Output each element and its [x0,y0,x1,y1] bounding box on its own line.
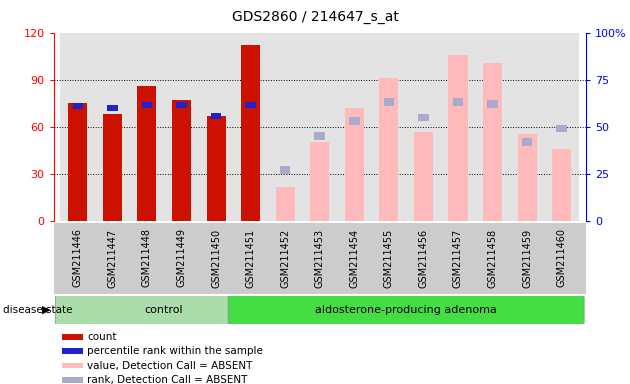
Text: GDS2860 / 214647_s_at: GDS2860 / 214647_s_at [232,10,398,23]
Bar [337,223,372,294]
Bar [245,102,256,108]
Bar [379,78,398,221]
Bar [544,33,579,221]
Text: GSM211451: GSM211451 [246,228,256,288]
Text: GSM211460: GSM211460 [557,228,567,287]
Bar [233,33,268,221]
Bar [198,223,233,294]
Bar [449,55,467,221]
Bar [510,33,544,221]
FancyBboxPatch shape [55,294,273,326]
Bar [314,132,325,140]
Text: value, Detection Call = ABSENT: value, Detection Call = ABSENT [88,361,253,371]
Bar [72,103,83,109]
Bar [372,33,406,221]
Text: GSM211449: GSM211449 [176,228,186,287]
Text: percentile rank within the sample: percentile rank within the sample [88,346,263,356]
Bar [62,362,84,369]
Bar [483,63,502,221]
Bar [198,33,233,221]
Text: control: control [145,305,183,315]
Bar [475,33,510,221]
Bar [62,377,84,383]
Bar [349,117,360,125]
Text: ▶: ▶ [42,305,50,315]
Bar [62,334,84,340]
Bar [276,187,295,221]
Bar [441,223,475,294]
Text: GSM211454: GSM211454 [349,228,359,288]
Text: GSM211447: GSM211447 [107,228,117,288]
Bar [337,33,372,221]
Text: GSM211446: GSM211446 [72,228,83,287]
Text: GSM211455: GSM211455 [384,228,394,288]
Bar [60,223,95,294]
Bar [241,45,260,221]
Bar [142,102,152,108]
Bar [207,116,226,221]
Bar [68,103,87,221]
Bar [211,113,221,119]
Text: disease state: disease state [3,305,72,315]
Text: GSM211450: GSM211450 [211,228,221,288]
Text: GSM211452: GSM211452 [280,228,290,288]
Bar [95,33,130,221]
Text: rank, Detection Call = ABSENT: rank, Detection Call = ABSENT [88,375,248,384]
Bar [130,223,164,294]
Bar [453,98,463,106]
Text: GSM211448: GSM211448 [142,228,152,287]
Bar [553,149,571,221]
Bar [95,223,130,294]
Bar [176,102,186,108]
Bar [310,142,329,221]
Bar [510,223,544,294]
Bar [130,33,164,221]
Text: GSM211459: GSM211459 [522,228,532,288]
Bar [488,100,498,108]
Bar [475,223,510,294]
Bar [280,166,290,174]
Bar [518,134,537,221]
Bar [414,132,433,221]
Bar [522,138,532,146]
Bar [406,33,441,221]
Bar [556,125,567,132]
Bar [418,114,428,121]
Bar [164,33,198,221]
Text: aldosterone-producing adenoma: aldosterone-producing adenoma [315,305,497,315]
Text: GSM211456: GSM211456 [418,228,428,288]
Bar [103,114,122,221]
Bar [268,33,302,221]
Bar [345,108,364,221]
Bar [544,223,579,294]
Text: GSM211457: GSM211457 [453,228,463,288]
Bar [60,33,95,221]
Bar [441,33,475,221]
Bar [302,33,337,221]
Bar [137,86,156,221]
FancyBboxPatch shape [228,294,584,326]
Bar [406,223,441,294]
Bar [268,223,302,294]
Bar [172,100,191,221]
Bar [62,348,84,354]
Bar [384,98,394,106]
Text: GSM211458: GSM211458 [488,228,498,288]
Bar [164,223,198,294]
Text: GSM211453: GSM211453 [315,228,324,288]
Bar [107,105,118,111]
Bar [302,223,337,294]
Bar [372,223,406,294]
Text: count: count [88,332,117,342]
Bar [233,223,268,294]
